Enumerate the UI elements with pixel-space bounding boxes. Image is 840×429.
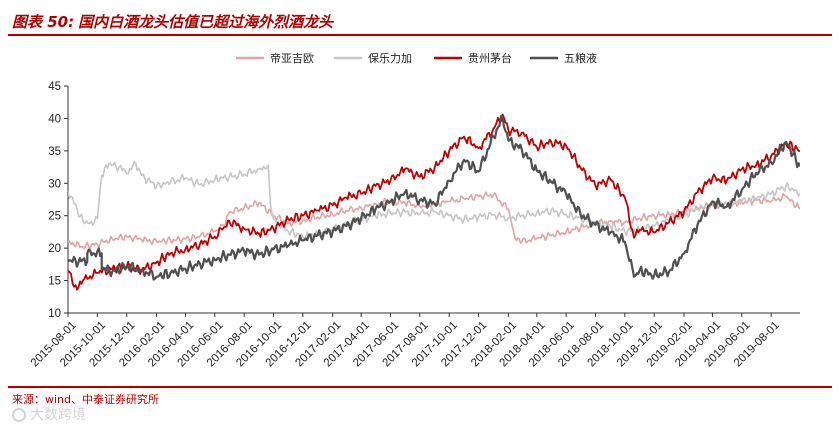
legend-label: 保乐力加	[368, 51, 412, 65]
figure-title: 图表 50: 国内白酒龙头估值已超过海外烈酒龙头	[12, 11, 333, 32]
source-note: 来源：wind、中泰证券研究所	[12, 393, 160, 406]
y-tick-label: 30	[48, 178, 61, 190]
footer-rule	[8, 386, 832, 388]
series-line-4	[68, 114, 800, 281]
figure-label: 图表 50:	[12, 13, 75, 31]
series-line-2	[68, 160, 800, 242]
y-tick-label: 10	[48, 308, 61, 320]
y-tick-label: 20	[48, 243, 61, 255]
y-tick-label: 45	[48, 81, 61, 93]
legend-label: 帝亚吉欧	[270, 51, 314, 65]
legend-label: 贵州茅台	[468, 51, 512, 65]
legend-label: 五粮液	[564, 51, 597, 65]
figure-title-bar: 图表 50: 国内白酒龙头估值已超过海外烈酒龙头	[8, 6, 832, 36]
watermark-logo-icon	[12, 408, 26, 422]
series-layer	[68, 113, 800, 291]
watermark: 大数跨境	[12, 404, 86, 424]
x-axis: 2015-08-012015-10-012015-12-012016-02-01…	[29, 312, 800, 369]
y-tick-label: 15	[48, 276, 61, 288]
watermark-text: 大数跨境	[30, 407, 86, 423]
y-tick-label: 40	[48, 113, 61, 125]
y-axis: 10 15 20 25 30 35 40 45	[48, 81, 69, 320]
line-chart: 帝亚吉欧 保乐力加 贵州茅台 五粮液 10 15 20 25 30 35 40 45 2015-08…	[29, 51, 800, 369]
chart-legend: 帝亚吉欧 保乐力加 贵州茅台 五粮液	[236, 51, 597, 65]
series-line-3	[68, 113, 800, 291]
y-tick-label: 35	[48, 146, 61, 158]
y-tick-label: 25	[48, 211, 61, 223]
figure-title-text: 国内白酒龙头估值已超过海外烈酒龙头	[78, 13, 334, 31]
